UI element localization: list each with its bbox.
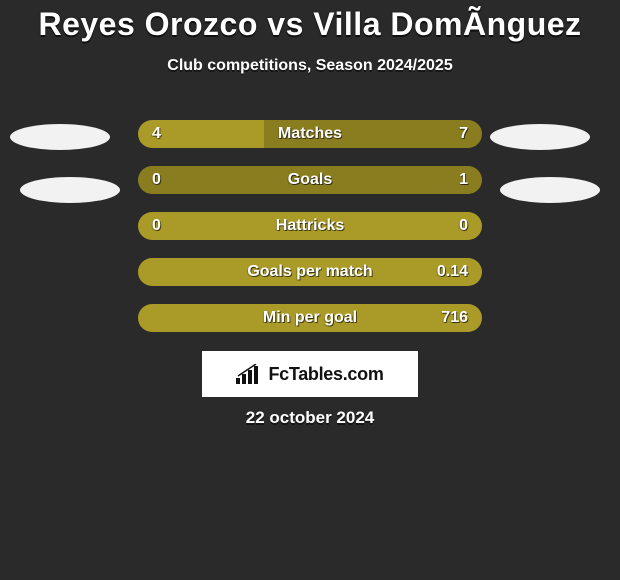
stat-label: Goals per match [247,263,372,281]
stat-value-right: 7 [459,125,468,143]
ellipse-mid-left [20,177,120,203]
stat-rows-container: 4 7 Matches 0 1 Goals 0 0 Hattricks 0.14 Goals per… [0,112,620,342]
stat-value-right: 0 [459,217,468,235]
stat-bar: 0 1 Goals [138,166,482,194]
stat-bar: 716 Min per goal [138,304,482,332]
ellipse-top-right [490,124,590,150]
stat-bar: 4 7 Matches [138,120,482,148]
stat-label: Matches [278,125,342,143]
page-subtitle: Club competitions, Season 2024/2025 [0,57,620,75]
stat-label: Hattricks [276,217,344,235]
stat-value-right: 716 [441,309,468,327]
stat-value-left: 0 [152,171,161,189]
stat-value-right: 0.14 [437,263,468,281]
stat-value-right: 1 [459,171,468,189]
stat-bar: 0 0 Hattricks [138,212,482,240]
stat-bar: 0.14 Goals per match [138,258,482,286]
page-title: Reyes Orozco vs Villa DomÃ­nguez [0,0,620,43]
stat-row: 716 Min per goal [0,296,620,342]
stat-value-left: 0 [152,217,161,235]
ellipse-mid-right [500,177,600,203]
stat-value-left: 4 [152,125,161,143]
stat-label: Min per goal [263,309,357,327]
ellipse-top-left [10,124,110,150]
stat-row: 0.14 Goals per match [0,250,620,296]
barchart-icon [236,364,262,384]
stat-row: 0 0 Hattricks [0,204,620,250]
logo-text: FcTables.com [268,364,383,385]
comparison-infographic: Reyes Orozco vs Villa DomÃ­nguez Club co… [0,0,620,580]
logo-box: FcTables.com [202,351,418,397]
date-text: 22 october 2024 [0,408,620,428]
stat-label: Goals [288,171,332,189]
